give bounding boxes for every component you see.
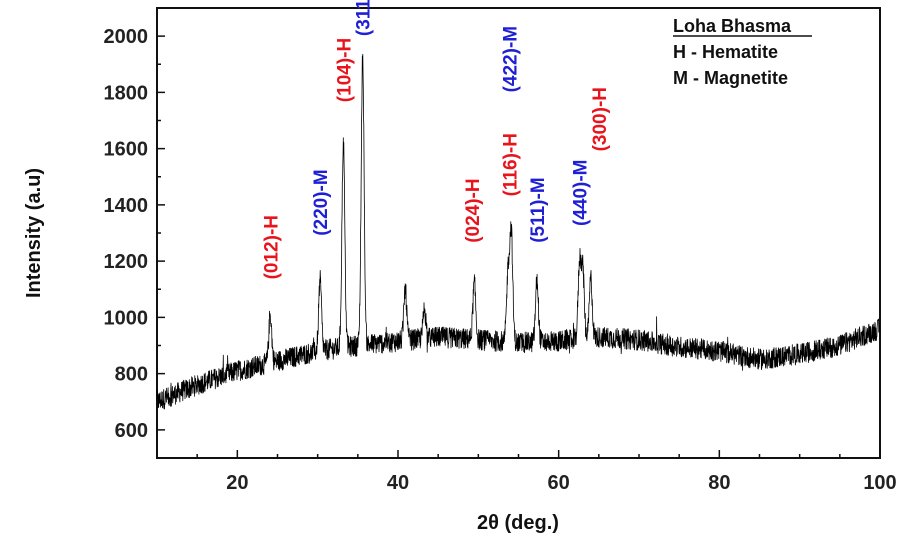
peak-label-hematite: (116)-H (501, 133, 522, 196)
x-tick-labels: 20 40 60 80 100 (226, 472, 896, 494)
legend-entry-hematite: H - Hematite (673, 42, 778, 62)
y-tick-label: 2000 (104, 26, 149, 48)
legend: Loha Bhasma H - Hematite M - Magnetite (673, 16, 812, 88)
x-tick-label: 80 (708, 472, 730, 494)
peak-label-magnetite: (440)-M (571, 159, 592, 226)
x-tick-label: 60 (548, 472, 570, 494)
y-tick-label: 800 (115, 364, 148, 386)
x-tick-label: 20 (226, 472, 248, 494)
y-tick-label: 1600 (104, 139, 149, 161)
legend-entry-magnetite: M - Magnetite (673, 68, 788, 88)
peak-annotations: (012)-H (220)-M (104)-H(311)-M (024)-H (116)… (261, 0, 611, 279)
x-axis-title: 2θ (deg.) (477, 512, 559, 534)
peak-label-magnetite: (311)-M (354, 0, 375, 36)
peak-label-magnetite: (511)-M (528, 177, 549, 242)
peak-label-hematite: (300)-H (590, 87, 611, 151)
y-tick-label: 1800 (104, 82, 149, 104)
x-tick-label: 40 (387, 472, 409, 494)
y-tick-label: 1200 (104, 251, 149, 273)
y-tick-label: 1400 (104, 195, 149, 217)
y-tick-label: 600 (115, 420, 148, 442)
axis-ticks (156, 35, 881, 458)
xrd-pattern-line (156, 53, 881, 410)
peak-label-magnetite: (422)-M (501, 26, 522, 93)
peak-label-hematite: (012)-H (261, 215, 282, 279)
y-tick-label: 1000 (104, 307, 149, 329)
peak-label-hematite: (024)-H (463, 178, 484, 242)
x-tick-label: 100 (863, 472, 896, 494)
legend-title: Loha Bhasma (673, 16, 792, 36)
peak-label-magnetite: (220)-M (311, 169, 332, 236)
y-axis-title: Intensity (a.u) (23, 168, 45, 298)
y-tick-labels: 600 800 1000 1200 1400 1600 1800 2000 (104, 26, 149, 442)
peak-label-hematite: (104)-H (334, 38, 355, 102)
